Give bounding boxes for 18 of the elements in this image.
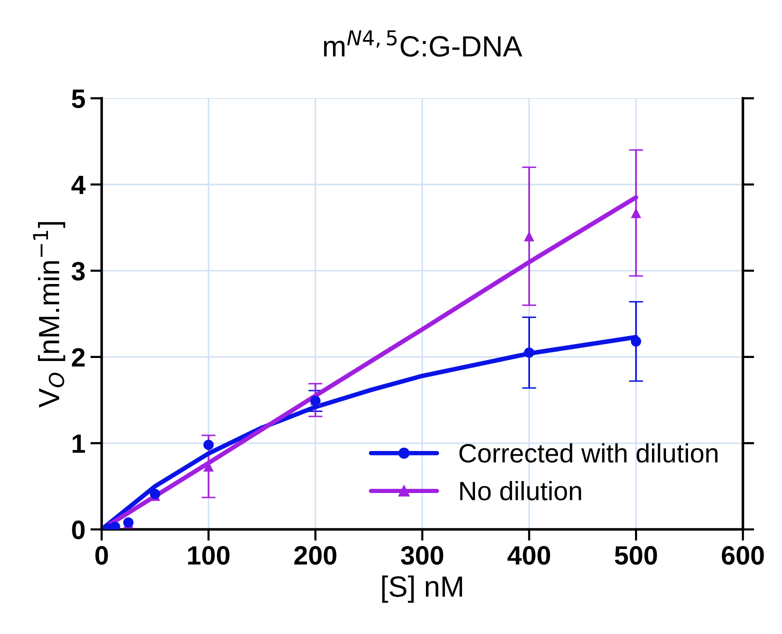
x-tick-label: 100 — [188, 546, 230, 565]
y-tick-label: 4 — [71, 176, 86, 194]
x-tick-label: 400 — [508, 546, 550, 565]
y-tick-label: 0 — [72, 520, 85, 540]
x-tick-label: 300 — [400, 546, 444, 565]
chart-title: m$^{N4,5}$C:G-DNA — [324, 30, 522, 57]
y-tick-label: 2 — [72, 348, 85, 367]
x-axis-title: [S] nM — [382, 576, 462, 603]
x-tick-label: 0 — [95, 546, 108, 565]
legend-label: No dilution — [460, 481, 582, 500]
x-tick-label: 500 — [614, 546, 657, 565]
y-tick-label: 3 — [72, 262, 85, 281]
y-axis-title: V$_{O}$ [nM.min$^{−1}$] — [33, 222, 66, 408]
legend-label: Corrected with dilution — [459, 443, 718, 463]
y-tick-label: 1 — [72, 434, 85, 453]
x-tick-label: 600 — [722, 546, 764, 565]
y-tick-label: 5 — [72, 90, 85, 108]
x-tick-label: 200 — [294, 546, 336, 565]
